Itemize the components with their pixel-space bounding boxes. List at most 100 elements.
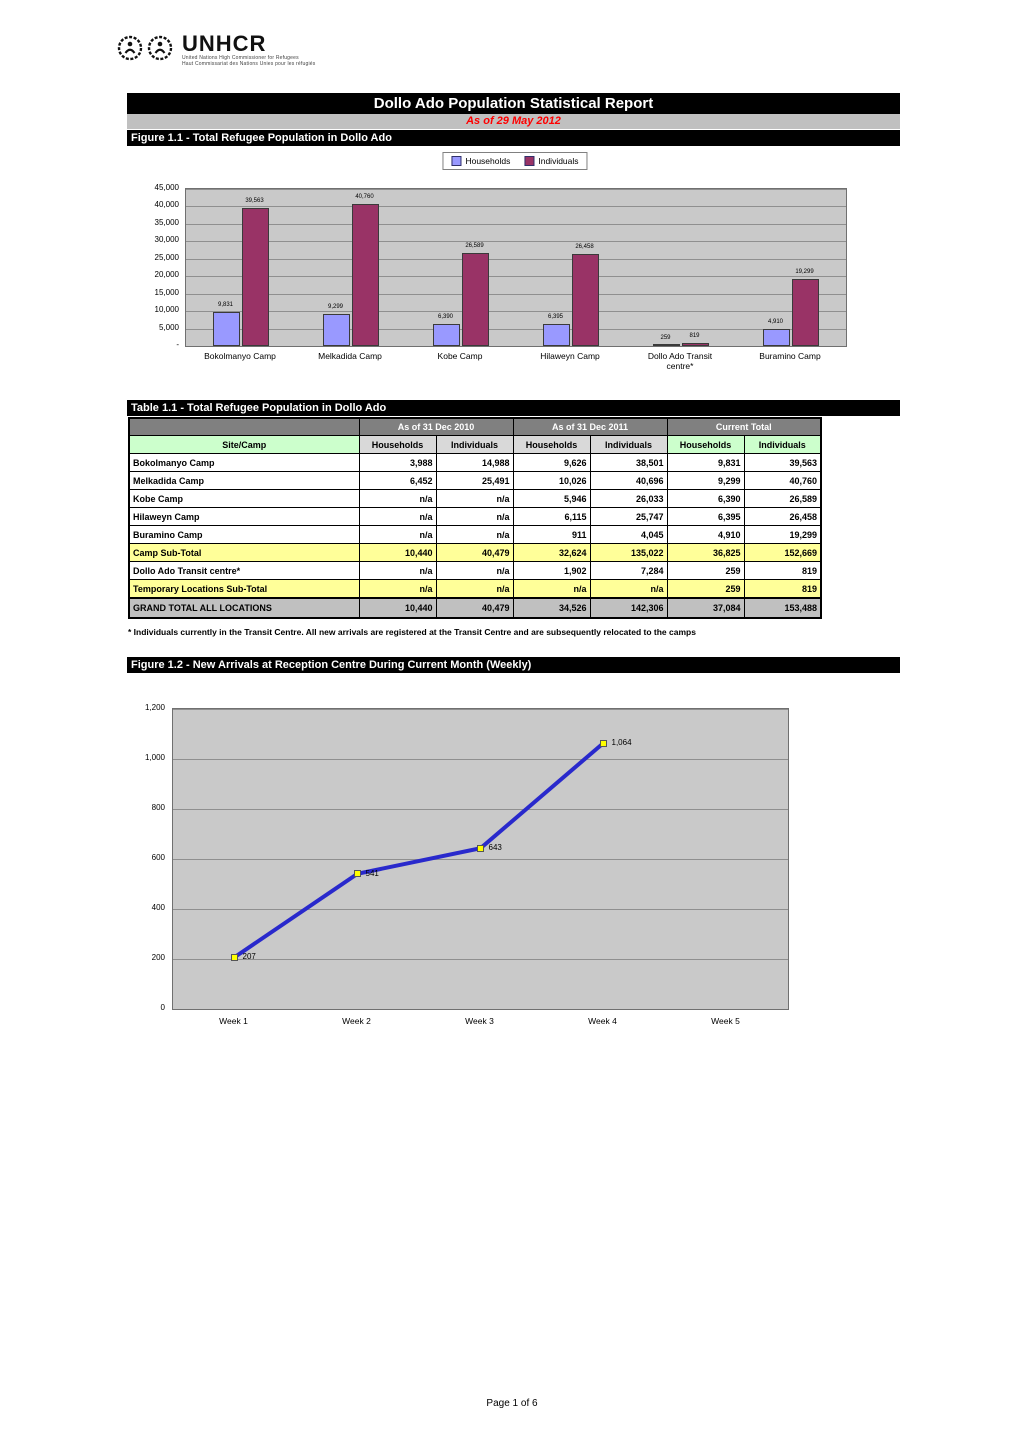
y-axis-tick-label: 10,000 [154, 305, 179, 315]
y-axis-tick-label: 800 [151, 803, 165, 812]
table-row: Hilaweyn Camp n/a n/a 6,115 25,747 6,395 26,45… [128, 507, 822, 526]
y-gridline [173, 709, 788, 710]
individuals-bar [682, 343, 709, 346]
x-axis-category-label: Hilaweyn Camp [540, 351, 600, 361]
y-gridline [186, 241, 846, 243]
data-point-label: 1,064 [611, 738, 632, 747]
bar-value-label: 6,395 [547, 314, 563, 320]
site-camp-cell: Kobe Camp [128, 489, 360, 508]
logo-subtitle-fr: Haut Commissariat des Nations Unies pour… [182, 61, 316, 67]
table-row: Bokolmanyo Camp 3,988 14,988 9,626 38,501 9,8… [128, 453, 822, 472]
bar-value-label: 19,299 [795, 269, 814, 275]
value-cell: 19,299 [743, 525, 822, 544]
y-axis-tick-label: 40,000 [154, 200, 179, 210]
value-cell: n/a [358, 525, 437, 544]
individuals-bar [242, 208, 269, 346]
table-column-header-row: Site/Camp Households Individuals Households… [128, 435, 822, 454]
value-cell: 142,306 [589, 597, 668, 619]
column-header-cell: Individuals [589, 435, 668, 454]
individuals-swatch-icon [524, 156, 535, 166]
unhcr-logo: UNHCR United Nations High Commissioner f… [116, 33, 315, 67]
value-cell: 38,501 [589, 453, 668, 472]
data-point-label: 207 [242, 952, 256, 962]
period-header-cell: As of 31 Dec 2011 [512, 417, 668, 436]
value-cell: 152,669 [743, 543, 822, 562]
y-gridline [186, 293, 846, 295]
data-point-marker [354, 870, 361, 878]
y-gridline [186, 311, 846, 313]
y-axis-tick-label: 400 [151, 903, 165, 912]
site-camp-cell: Camp Sub-Total [128, 543, 360, 562]
table-row: Kobe Camp n/a n/a 5,946 26,033 6,390 26,589 [128, 489, 822, 508]
table-row: Camp Sub-Total 10,440 40,479 32,624 135,022 3… [128, 543, 822, 562]
y-axis-tick-label: 45,000 [154, 183, 179, 192]
y-axis-tick-label: 200 [151, 953, 165, 962]
table-row: GRAND TOTAL ALL LOCATIONS 10,440 40,479 34,… [128, 597, 822, 619]
column-header-cell: Individuals [743, 435, 822, 454]
y-gridline [186, 258, 846, 260]
value-cell: 9,831 [666, 453, 745, 472]
y-axis-tick-label: 1,200 [144, 703, 165, 712]
figure-1-2-heading: Figure 1.2 - New Arrivals at Reception C… [127, 657, 900, 673]
value-cell: n/a [589, 579, 668, 599]
households-bar [543, 324, 570, 346]
bar-value-label: 40,760 [355, 194, 374, 200]
y-gridline [173, 809, 788, 810]
y-gridline [186, 189, 846, 190]
value-cell: 14,988 [435, 453, 514, 472]
value-cell: 40,696 [589, 471, 668, 490]
column-header-cell: Site/Camp [128, 435, 360, 454]
site-camp-cell: Buramino Camp [128, 525, 360, 544]
value-cell: 6,390 [666, 489, 745, 508]
y-axis-tick-label: 25,000 [154, 252, 179, 262]
bar-value-label: 259 [660, 335, 671, 341]
x-axis-category-label: Week 2 [342, 1016, 371, 1026]
x-axis-category-label: Buramino Camp [759, 351, 821, 361]
table-row: Buramino Camp n/a n/a 911 4,045 4,910 19,299 [128, 525, 822, 544]
x-axis-category-label: Week 3 [465, 1016, 494, 1026]
bar-value-label: 26,458 [575, 244, 594, 250]
value-cell: 819 [743, 579, 822, 599]
value-cell: 135,022 [589, 543, 668, 562]
column-header-cell: Households [512, 435, 591, 454]
arrivals-line-series [233, 741, 605, 959]
table-footnote: * Individuals currently in the Transit C… [128, 627, 696, 637]
chart-legend: Households Individuals [442, 152, 588, 170]
report-title-bar: Dollo Ado Population Statistical Report [127, 93, 900, 114]
site-camp-cell: GRAND TOTAL ALL LOCATIONS [128, 597, 360, 619]
value-cell: 819 [743, 561, 822, 580]
value-cell: n/a [435, 507, 514, 526]
data-point-label: 643 [488, 843, 502, 853]
value-cell: n/a [512, 579, 591, 599]
population-table: As of 31 Dec 2010 As of 31 Dec 2011 Curren… [128, 417, 822, 619]
column-header-cell: Households [358, 435, 437, 454]
legend-households: Households [451, 156, 510, 166]
y-axis-tick-label: 35,000 [154, 217, 179, 227]
value-cell: 6,452 [358, 471, 437, 490]
x-axis-category-label: Dollo Ado Transit centre* [647, 351, 713, 371]
table-row: Melkadida Camp 6,452 25,491 10,026 40,696 9,2… [128, 471, 822, 490]
value-cell: 10,026 [512, 471, 591, 490]
value-cell: 36,825 [666, 543, 745, 562]
bar-value-label: 819 [689, 333, 700, 339]
households-bar [653, 344, 680, 346]
x-axis-category-label: Week 4 [588, 1016, 617, 1026]
value-cell: 6,395 [666, 507, 745, 526]
value-cell: 9,299 [666, 471, 745, 490]
column-header-cell: Individuals [435, 435, 514, 454]
households-bar [213, 312, 240, 346]
site-camp-cell: Bokolmanyo Camp [128, 453, 360, 472]
value-cell: n/a [358, 561, 437, 580]
y-axis-tick-label: 1,000 [144, 753, 165, 762]
legend-individuals: Individuals [524, 156, 579, 166]
value-cell: 26,033 [589, 489, 668, 508]
data-point-marker [477, 844, 484, 852]
value-cell: 911 [512, 525, 591, 544]
y-gridline [186, 223, 846, 225]
arrivals-line-chart: 207 541 643 1,064 1,200 1,000 800 600 400 200 0 Wee… [127, 698, 847, 1043]
y-gridline [186, 328, 846, 330]
value-cell: 32,624 [512, 543, 591, 562]
bar-value-label: 9,299 [327, 304, 343, 310]
individuals-bar [792, 279, 819, 346]
x-axis-category-label: Week 1 [219, 1016, 248, 1026]
